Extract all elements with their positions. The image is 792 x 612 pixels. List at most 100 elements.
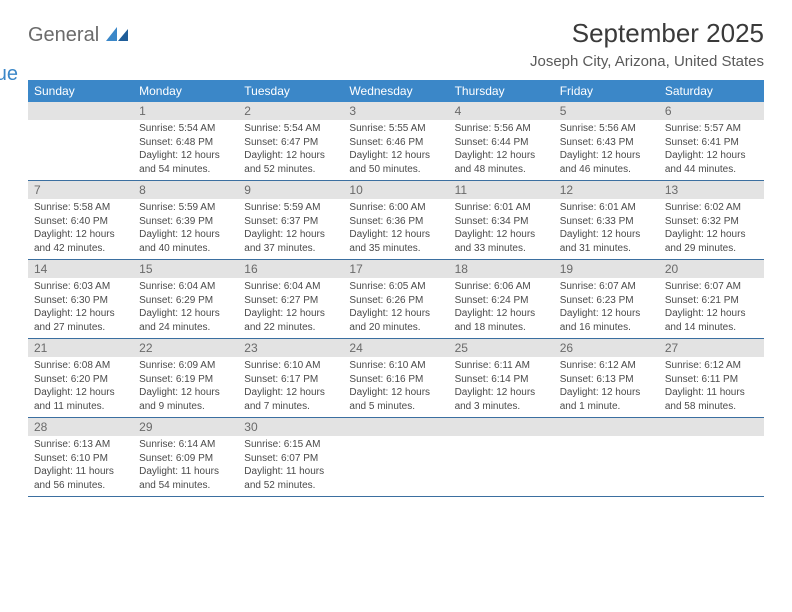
day-cell: 18Sunrise: 6:06 AMSunset: 6:24 PMDayligh… [449, 260, 554, 338]
day-header: Friday [554, 80, 659, 102]
day-cell: 11Sunrise: 6:01 AMSunset: 6:34 PMDayligh… [449, 181, 554, 259]
day-cell: 20Sunrise: 6:07 AMSunset: 6:21 PMDayligh… [659, 260, 764, 338]
day-cell: 12Sunrise: 6:01 AMSunset: 6:33 PMDayligh… [554, 181, 659, 259]
day-cell: 25Sunrise: 6:11 AMSunset: 6:14 PMDayligh… [449, 339, 554, 417]
calendar-grid: Sunday Monday Tuesday Wednesday Thursday… [28, 80, 764, 497]
day-number: 14 [28, 260, 133, 278]
day-cell: 19Sunrise: 6:07 AMSunset: 6:23 PMDayligh… [554, 260, 659, 338]
day-details: Sunrise: 6:01 AMSunset: 6:34 PMDaylight:… [449, 199, 554, 259]
day-header: Wednesday [343, 80, 448, 102]
day-number: 13 [659, 181, 764, 199]
day-number: 2 [238, 102, 343, 120]
day-details: Sunrise: 6:00 AMSunset: 6:36 PMDaylight:… [343, 199, 448, 259]
day-header: Tuesday [238, 80, 343, 102]
day-details: Sunrise: 6:03 AMSunset: 6:30 PMDaylight:… [28, 278, 133, 338]
day-details: Sunrise: 6:10 AMSunset: 6:16 PMDaylight:… [343, 357, 448, 417]
day-cell [449, 418, 554, 496]
day-cell: 26Sunrise: 6:12 AMSunset: 6:13 PMDayligh… [554, 339, 659, 417]
location-text: Joseph City, Arizona, United States [530, 53, 764, 70]
day-cell: 27Sunrise: 6:12 AMSunset: 6:11 PMDayligh… [659, 339, 764, 417]
day-details: Sunrise: 6:14 AMSunset: 6:09 PMDaylight:… [133, 436, 238, 496]
day-number: 26 [554, 339, 659, 357]
day-number: 10 [343, 181, 448, 199]
day-cell: 22Sunrise: 6:09 AMSunset: 6:19 PMDayligh… [133, 339, 238, 417]
day-cell: 15Sunrise: 6:04 AMSunset: 6:29 PMDayligh… [133, 260, 238, 338]
day-number: 4 [449, 102, 554, 120]
day-number: 20 [659, 260, 764, 278]
week-row: 1Sunrise: 5:54 AMSunset: 6:48 PMDaylight… [28, 102, 764, 181]
day-cell: 3Sunrise: 5:55 AMSunset: 6:46 PMDaylight… [343, 102, 448, 180]
day-number [28, 102, 133, 120]
day-cell: 8Sunrise: 5:59 AMSunset: 6:39 PMDaylight… [133, 181, 238, 259]
day-number: 1 [133, 102, 238, 120]
day-number: 25 [449, 339, 554, 357]
day-details: Sunrise: 6:04 AMSunset: 6:27 PMDaylight:… [238, 278, 343, 338]
day-details: Sunrise: 6:10 AMSunset: 6:17 PMDaylight:… [238, 357, 343, 417]
day-details: Sunrise: 5:59 AMSunset: 6:37 PMDaylight:… [238, 199, 343, 259]
day-header: Monday [133, 80, 238, 102]
day-cell: 28Sunrise: 6:13 AMSunset: 6:10 PMDayligh… [28, 418, 133, 496]
page-title: September 2025 [530, 18, 764, 49]
day-number: 22 [133, 339, 238, 357]
day-cell: 21Sunrise: 6:08 AMSunset: 6:20 PMDayligh… [28, 339, 133, 417]
day-number: 16 [238, 260, 343, 278]
day-cell [343, 418, 448, 496]
day-details: Sunrise: 6:07 AMSunset: 6:23 PMDaylight:… [554, 278, 659, 338]
day-number: 19 [554, 260, 659, 278]
week-row: 7Sunrise: 5:58 AMSunset: 6:40 PMDaylight… [28, 181, 764, 260]
day-details: Sunrise: 5:57 AMSunset: 6:41 PMDaylight:… [659, 120, 764, 180]
day-details: Sunrise: 5:54 AMSunset: 6:48 PMDaylight:… [133, 120, 238, 180]
day-details: Sunrise: 6:05 AMSunset: 6:26 PMDaylight:… [343, 278, 448, 338]
day-cell: 30Sunrise: 6:15 AMSunset: 6:07 PMDayligh… [238, 418, 343, 496]
day-details: Sunrise: 6:06 AMSunset: 6:24 PMDaylight:… [449, 278, 554, 338]
day-number [449, 418, 554, 436]
day-details: Sunrise: 5:59 AMSunset: 6:39 PMDaylight:… [133, 199, 238, 259]
day-details: Sunrise: 5:55 AMSunset: 6:46 PMDaylight:… [343, 120, 448, 180]
day-cell: 13Sunrise: 6:02 AMSunset: 6:32 PMDayligh… [659, 181, 764, 259]
day-details: Sunrise: 5:58 AMSunset: 6:40 PMDaylight:… [28, 199, 133, 259]
day-cell [28, 102, 133, 180]
day-details: Sunrise: 6:04 AMSunset: 6:29 PMDaylight:… [133, 278, 238, 338]
week-row: 14Sunrise: 6:03 AMSunset: 6:30 PMDayligh… [28, 260, 764, 339]
header: General Blue September 2025 Joseph City,… [28, 18, 764, 70]
day-header-row: Sunday Monday Tuesday Wednesday Thursday… [28, 80, 764, 102]
day-number: 29 [133, 418, 238, 436]
day-cell [659, 418, 764, 496]
day-cell: 16Sunrise: 6:04 AMSunset: 6:27 PMDayligh… [238, 260, 343, 338]
day-number: 17 [343, 260, 448, 278]
day-cell: 5Sunrise: 5:56 AMSunset: 6:43 PMDaylight… [554, 102, 659, 180]
day-details: Sunrise: 6:07 AMSunset: 6:21 PMDaylight:… [659, 278, 764, 338]
day-cell: 2Sunrise: 5:54 AMSunset: 6:47 PMDaylight… [238, 102, 343, 180]
day-number: 30 [238, 418, 343, 436]
day-cell [554, 418, 659, 496]
day-number: 12 [554, 181, 659, 199]
day-details: Sunrise: 6:08 AMSunset: 6:20 PMDaylight:… [28, 357, 133, 417]
day-cell: 24Sunrise: 6:10 AMSunset: 6:16 PMDayligh… [343, 339, 448, 417]
day-details: Sunrise: 6:13 AMSunset: 6:10 PMDaylight:… [28, 436, 133, 496]
title-block: September 2025 Joseph City, Arizona, Uni… [530, 18, 764, 70]
day-number: 8 [133, 181, 238, 199]
day-cell: 1Sunrise: 5:54 AMSunset: 6:48 PMDaylight… [133, 102, 238, 180]
logo-word2: Blue [0, 63, 18, 85]
day-cell: 29Sunrise: 6:14 AMSunset: 6:09 PMDayligh… [133, 418, 238, 496]
day-cell: 17Sunrise: 6:05 AMSunset: 6:26 PMDayligh… [343, 260, 448, 338]
logo-sail-icon [106, 28, 128, 45]
calendar-page: General Blue September 2025 Joseph City,… [0, 0, 792, 507]
week-row: 21Sunrise: 6:08 AMSunset: 6:20 PMDayligh… [28, 339, 764, 418]
day-cell: 9Sunrise: 5:59 AMSunset: 6:37 PMDaylight… [238, 181, 343, 259]
day-details: Sunrise: 5:56 AMSunset: 6:43 PMDaylight:… [554, 120, 659, 180]
day-number: 24 [343, 339, 448, 357]
week-row: 28Sunrise: 6:13 AMSunset: 6:10 PMDayligh… [28, 418, 764, 497]
day-cell: 7Sunrise: 5:58 AMSunset: 6:40 PMDaylight… [28, 181, 133, 259]
day-cell: 10Sunrise: 6:00 AMSunset: 6:36 PMDayligh… [343, 181, 448, 259]
day-cell: 14Sunrise: 6:03 AMSunset: 6:30 PMDayligh… [28, 260, 133, 338]
day-number: 3 [343, 102, 448, 120]
day-number [554, 418, 659, 436]
weeks-container: 1Sunrise: 5:54 AMSunset: 6:48 PMDaylight… [28, 102, 764, 497]
day-cell: 23Sunrise: 6:10 AMSunset: 6:17 PMDayligh… [238, 339, 343, 417]
day-details: Sunrise: 6:11 AMSunset: 6:14 PMDaylight:… [449, 357, 554, 417]
day-number: 27 [659, 339, 764, 357]
day-cell: 6Sunrise: 5:57 AMSunset: 6:41 PMDaylight… [659, 102, 764, 180]
day-number: 18 [449, 260, 554, 278]
day-details: Sunrise: 6:12 AMSunset: 6:11 PMDaylight:… [659, 357, 764, 417]
